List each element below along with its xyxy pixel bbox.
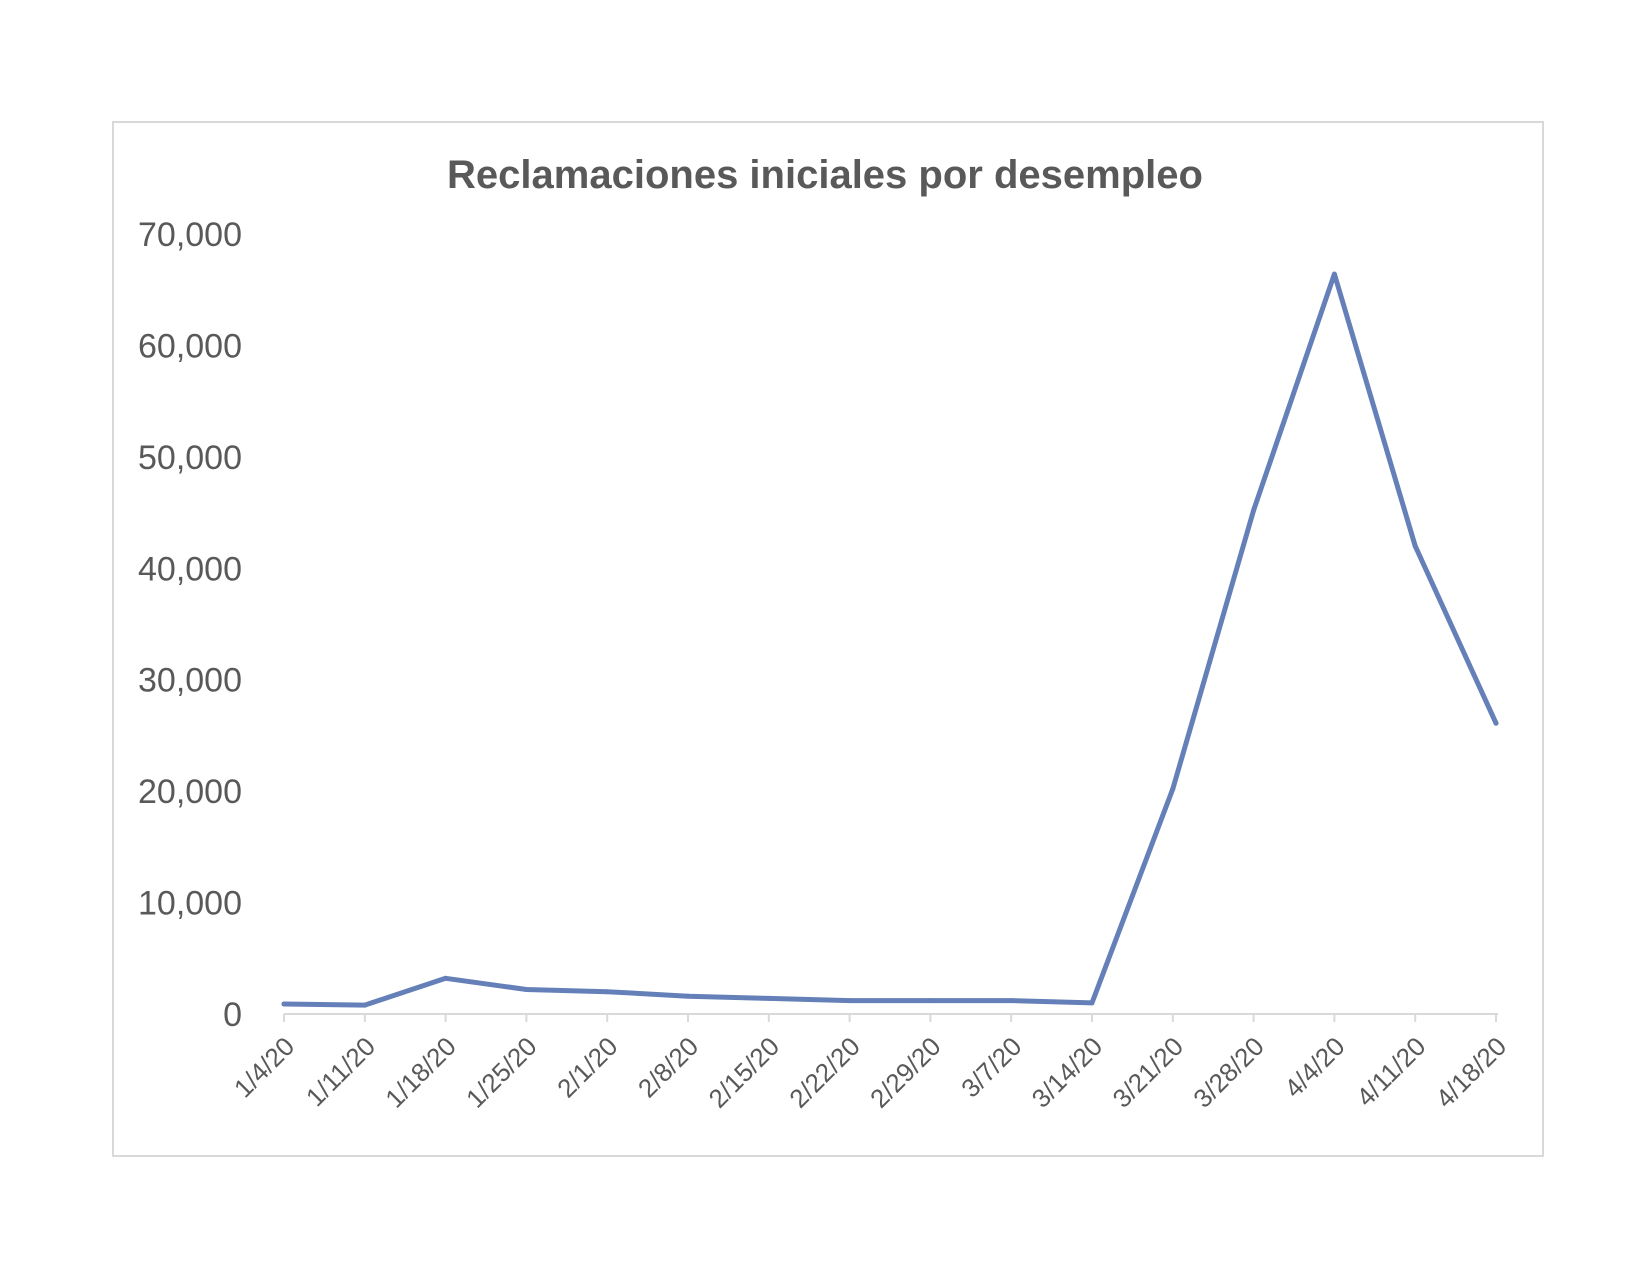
chart-title: Reclamaciones iniciales por desempleo [447,153,1203,197]
data-point [281,1001,287,1007]
y-tick-label: 10,000 [138,885,242,923]
y-tick-label: 50,000 [138,439,242,477]
data-point [847,998,853,1004]
y-tick-label: 30,000 [138,662,242,700]
y-tick-label: 60,000 [138,327,242,365]
chart-frame [112,121,1544,1157]
data-point [362,1002,368,1008]
data-point [766,995,772,1001]
y-axis: 0 10,000 20,000 30,000 40,000 50,000 60,000 70,… [138,216,242,1034]
data-point [1493,720,1499,726]
data-point [1170,786,1176,792]
series-layer [281,271,1499,1008]
data-point [927,998,933,1004]
y-tick-label: 70,000 [138,216,242,254]
data-point [443,975,449,981]
data-point [1331,271,1337,277]
data-point [1251,507,1257,513]
y-tick-label: 40,000 [138,550,242,588]
y-tick-label: 20,000 [138,773,242,811]
series-line [281,271,1499,1008]
data-point [523,986,529,992]
data-point [1008,998,1014,1004]
data-point [1089,1000,1095,1006]
data-point [604,989,610,995]
data-point [1412,543,1418,549]
y-tick-label: 0 [223,996,242,1034]
data-point [685,993,691,999]
